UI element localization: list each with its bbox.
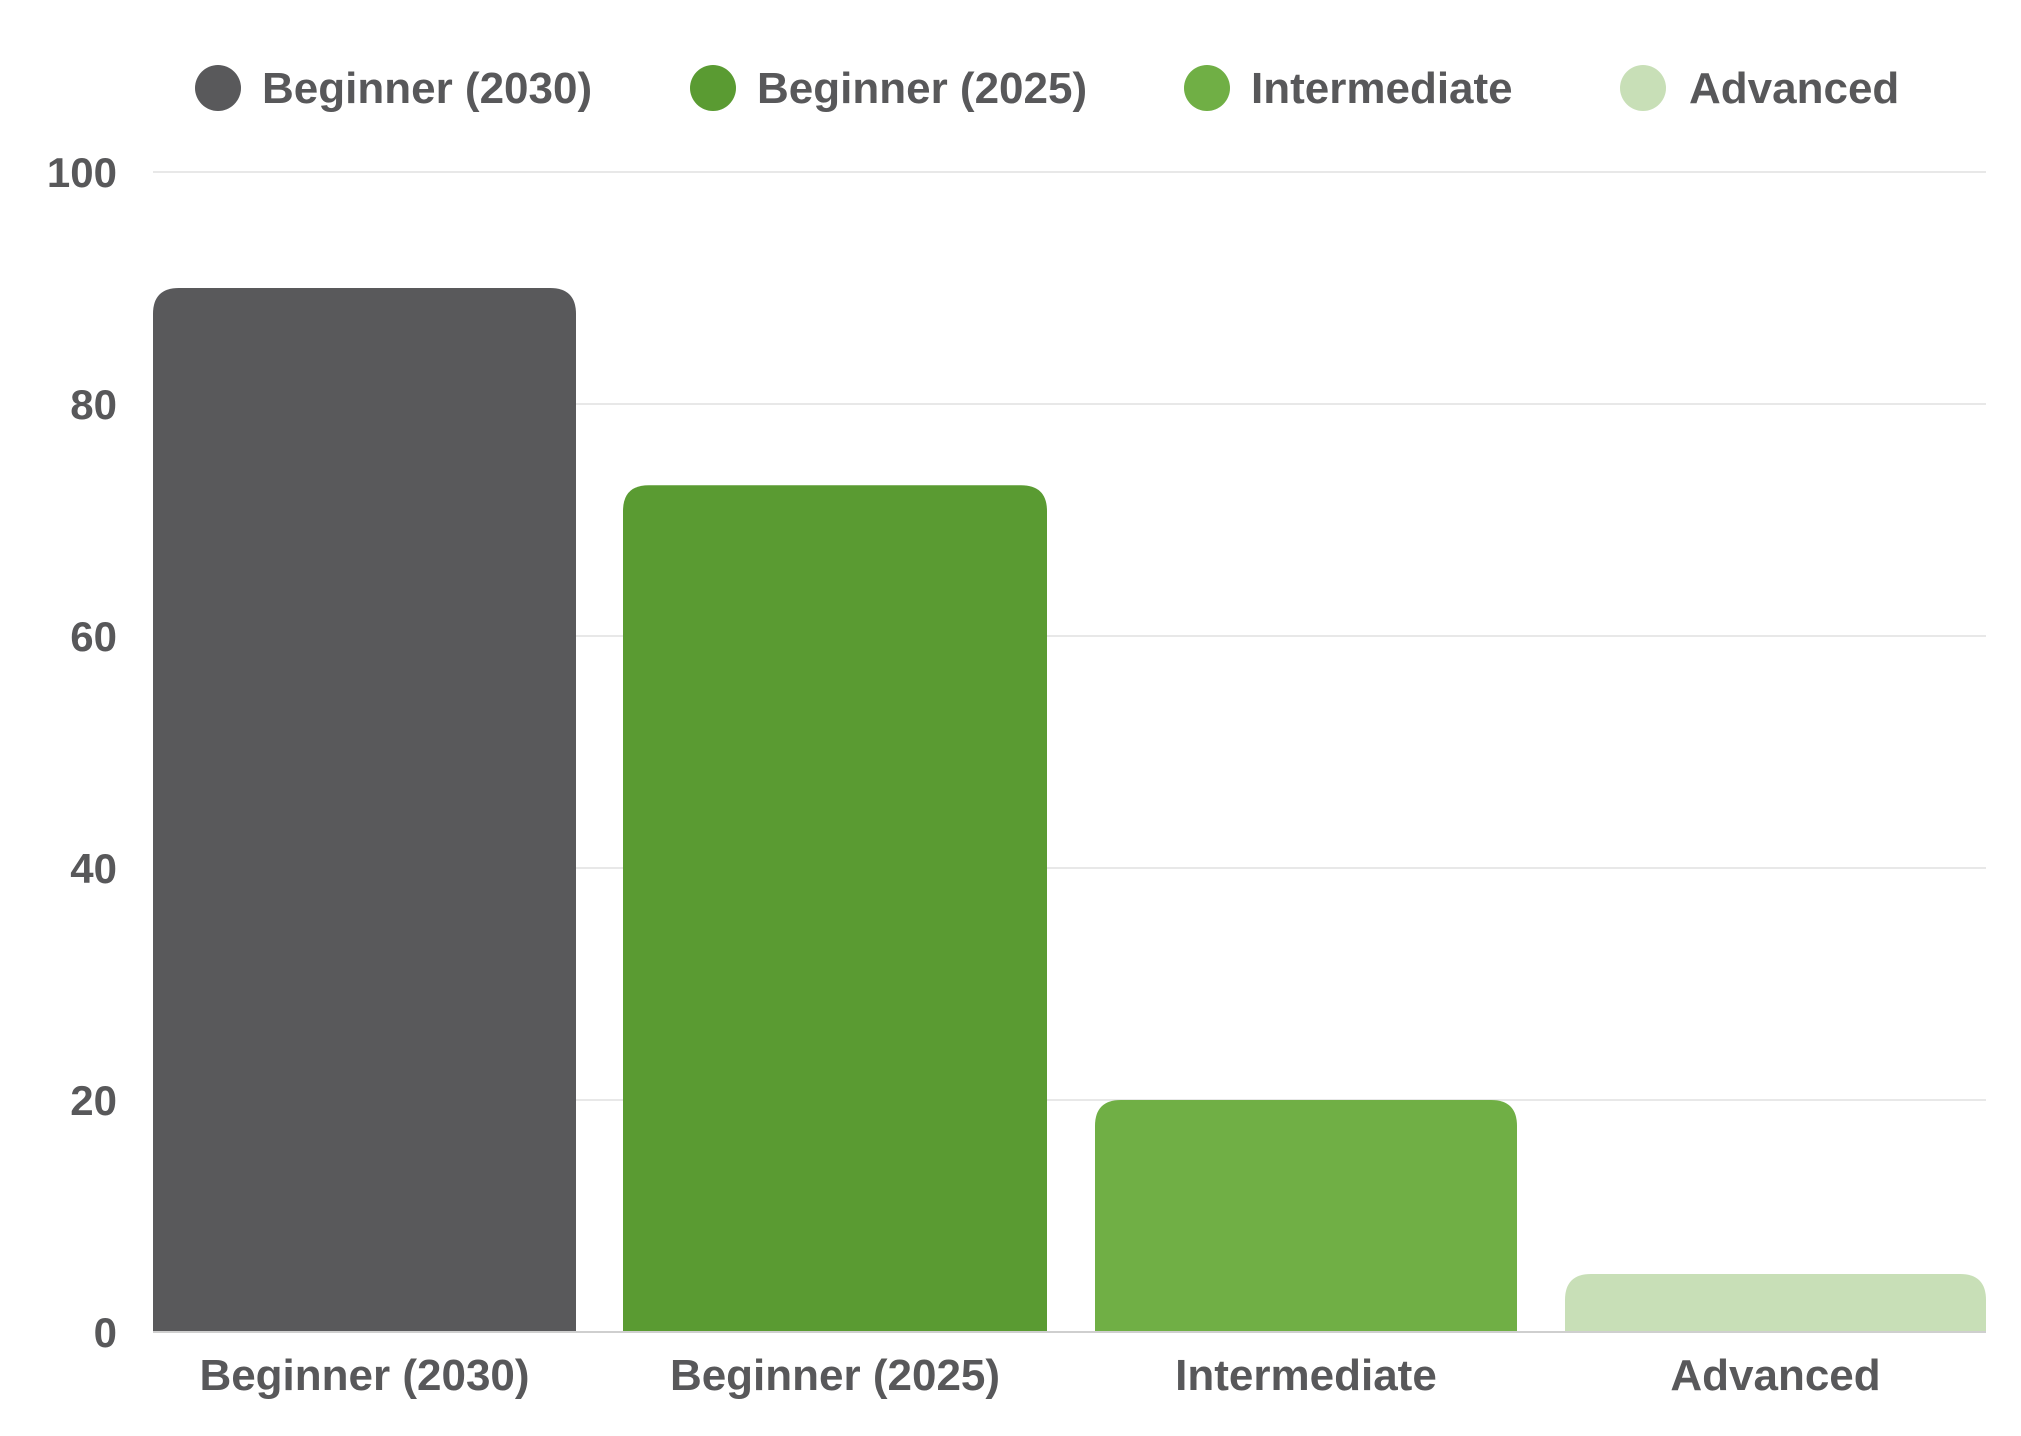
y-tick-label: 20 bbox=[70, 1077, 117, 1124]
legend-label: Beginner (2025) bbox=[757, 64, 1087, 113]
legend-marker bbox=[195, 65, 241, 111]
x-tick-label: Beginner (2030) bbox=[199, 1351, 529, 1400]
bar-beginner-2030- bbox=[153, 288, 576, 1332]
y-tick-label: 60 bbox=[70, 613, 117, 660]
y-tick-label: 40 bbox=[70, 845, 117, 892]
legend-label: Beginner (2030) bbox=[262, 64, 592, 113]
bar-beginner-2025- bbox=[623, 485, 1047, 1332]
legend-label: Intermediate bbox=[1251, 64, 1513, 113]
bar-intermediate bbox=[1095, 1100, 1517, 1332]
y-tick-label: 80 bbox=[70, 381, 117, 428]
x-tick-label: Beginner (2025) bbox=[670, 1351, 1000, 1400]
x-tick-label: Intermediate bbox=[1175, 1351, 1437, 1400]
legend-label: Advanced bbox=[1689, 64, 1899, 113]
bar-advanced bbox=[1565, 1274, 1986, 1332]
x-tick-label: Advanced bbox=[1670, 1351, 1880, 1400]
legend-marker bbox=[690, 65, 736, 111]
legend-marker bbox=[1184, 65, 1230, 111]
y-tick-label: 0 bbox=[94, 1309, 117, 1356]
y-tick-label: 100 bbox=[47, 149, 117, 196]
legend-marker bbox=[1620, 65, 1666, 111]
